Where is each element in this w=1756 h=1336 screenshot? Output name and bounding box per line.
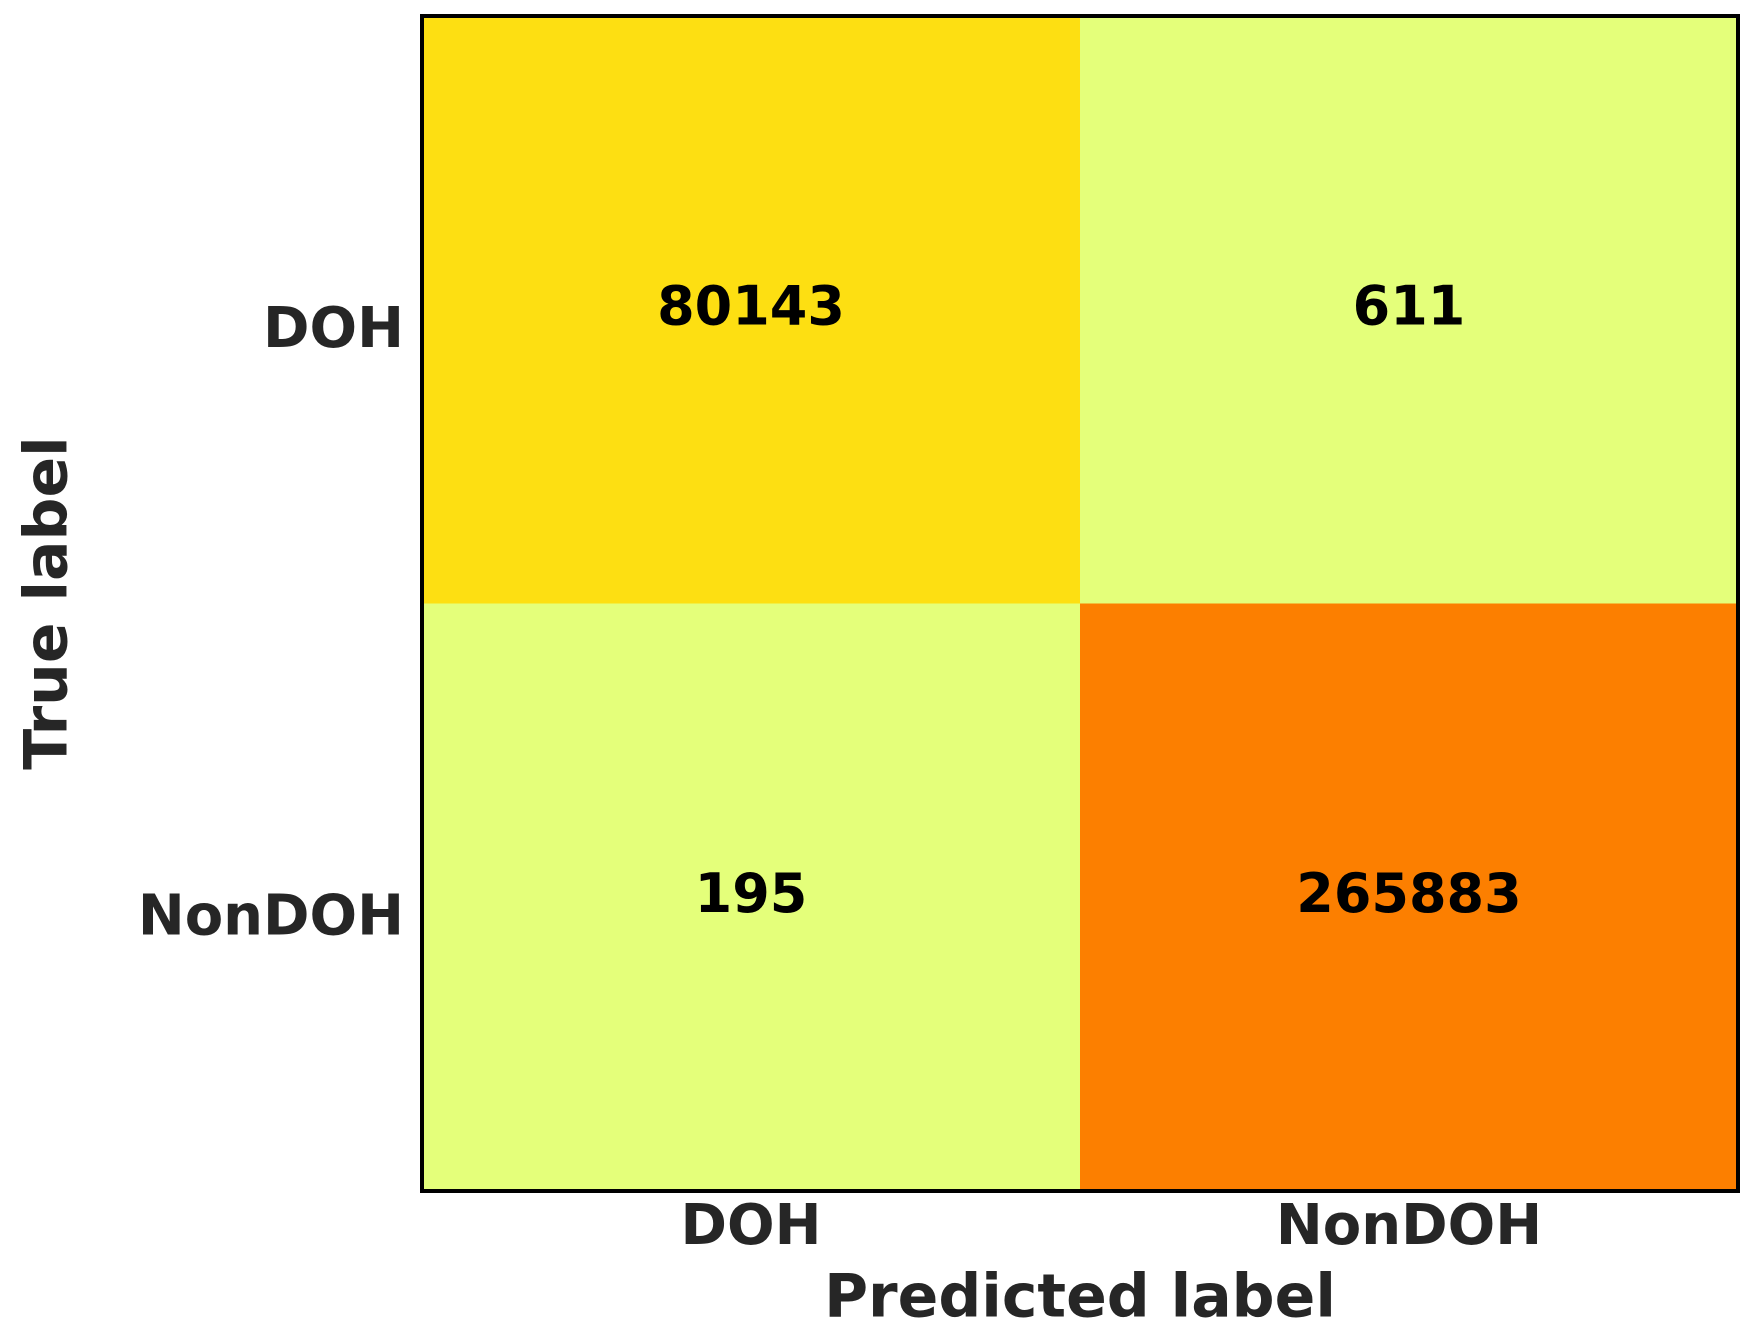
x-axis-label: Predicted label <box>824 1262 1336 1332</box>
x-tick-label: NonDOH <box>1276 1193 1542 1258</box>
y-tick-label: DOH <box>263 296 404 361</box>
heatmap-cell <box>422 16 1081 604</box>
x-tick-label: DOH <box>681 1193 822 1258</box>
heatmap-cell <box>1080 603 1739 1192</box>
heatmap-cell <box>1080 16 1739 604</box>
y-tick-label: NonDOH <box>138 883 404 948</box>
cell-value-label: 611 <box>1353 274 1466 337</box>
cell-value-label: 195 <box>695 862 808 925</box>
y-axis-label: True label <box>12 436 82 770</box>
plot-frame <box>420 14 1740 1193</box>
cell-value-label: 80143 <box>657 274 845 337</box>
cell-value-label: 265883 <box>1296 862 1521 925</box>
heatmap-cell <box>422 603 1081 1192</box>
